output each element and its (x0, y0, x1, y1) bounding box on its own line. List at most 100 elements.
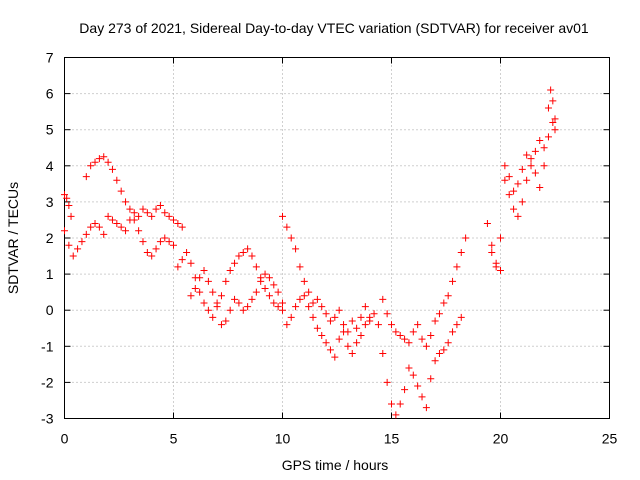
data-point (414, 321, 422, 329)
data-point (104, 212, 112, 220)
series-track-d (187, 266, 286, 329)
data-point (231, 259, 239, 267)
data-point (135, 212, 143, 220)
data-point (326, 346, 334, 354)
data-point (405, 339, 413, 347)
data-point (82, 230, 90, 238)
data-point (152, 245, 160, 253)
data-point (483, 220, 491, 228)
data-point (252, 288, 260, 296)
data-point (547, 86, 555, 94)
series-track-c (174, 245, 282, 321)
data-point (340, 321, 348, 329)
data-point (130, 216, 138, 224)
data-point (348, 317, 356, 325)
data-point (292, 303, 300, 311)
data-point (392, 328, 400, 336)
data-point (165, 238, 173, 246)
data-point (274, 288, 282, 296)
data-point (126, 205, 134, 213)
data-point (401, 335, 409, 343)
data-point (156, 202, 164, 210)
data-point (174, 220, 182, 228)
data-point (418, 393, 426, 401)
data-point (305, 288, 313, 296)
data-point (143, 209, 151, 217)
data-point (217, 321, 225, 329)
data-point (427, 375, 435, 383)
data-point (344, 342, 352, 350)
data-point (409, 371, 417, 379)
data-point (113, 176, 121, 184)
data-point (497, 266, 504, 274)
data-point (549, 97, 557, 105)
data-point (549, 118, 557, 126)
data-point (379, 350, 387, 358)
data-point (309, 313, 317, 321)
data-point (335, 335, 343, 343)
x-axis-label: GPS time / hours (282, 457, 389, 473)
data-point (87, 223, 95, 231)
data-point (170, 241, 177, 249)
data-point (510, 205, 518, 213)
data-point (300, 292, 308, 300)
data-point (117, 223, 125, 231)
data-point (244, 245, 252, 253)
data-point (440, 346, 448, 354)
data-point (318, 331, 326, 339)
data-point (370, 310, 378, 318)
data-point (422, 342, 430, 350)
data-point (200, 266, 208, 274)
data-point (226, 266, 234, 274)
data-point (274, 303, 282, 311)
data-point (148, 252, 156, 260)
data-point (265, 292, 273, 300)
data-point (200, 299, 208, 307)
data-point (235, 252, 243, 260)
data-point (178, 256, 186, 264)
data-point (374, 321, 382, 329)
data-point (453, 321, 461, 329)
data-point (108, 216, 116, 224)
data-point (65, 241, 73, 249)
data-point (165, 212, 173, 220)
data-point (239, 306, 247, 314)
series-track-h (379, 234, 470, 350)
x-tick-label: 0 (61, 431, 69, 447)
series-track-j (488, 86, 559, 271)
data-point (523, 176, 531, 184)
y-tick-label: 7 (46, 50, 54, 66)
data-point (518, 165, 526, 173)
data-point (265, 274, 273, 282)
data-point (353, 339, 361, 347)
data-point (331, 313, 339, 321)
data-point (239, 248, 247, 256)
tick-layer: 0 5 10 15 20 25 -3 -2 -1 0 1 2 3 4 5 6 7 (41, 50, 617, 447)
data-point (178, 223, 186, 231)
data-point (401, 386, 409, 394)
data-point (313, 295, 321, 303)
data-point (91, 158, 99, 166)
data-point (518, 198, 526, 206)
data-point (505, 191, 513, 199)
data-point (122, 198, 130, 206)
data-point (65, 202, 73, 210)
data-point (67, 212, 75, 220)
data-point (161, 234, 169, 242)
data-point (100, 230, 108, 238)
data-point (244, 303, 252, 311)
data-point (252, 263, 260, 271)
data-point (440, 299, 448, 307)
data-point (531, 169, 539, 177)
data-point (361, 321, 369, 329)
data-point (248, 295, 256, 303)
data-point (209, 313, 217, 321)
data-point (551, 115, 559, 123)
data-point (435, 310, 443, 318)
data-point (492, 263, 500, 271)
data-point (204, 306, 212, 314)
data-point (279, 212, 286, 220)
data-point (283, 321, 291, 329)
series-track-g (374, 313, 465, 419)
